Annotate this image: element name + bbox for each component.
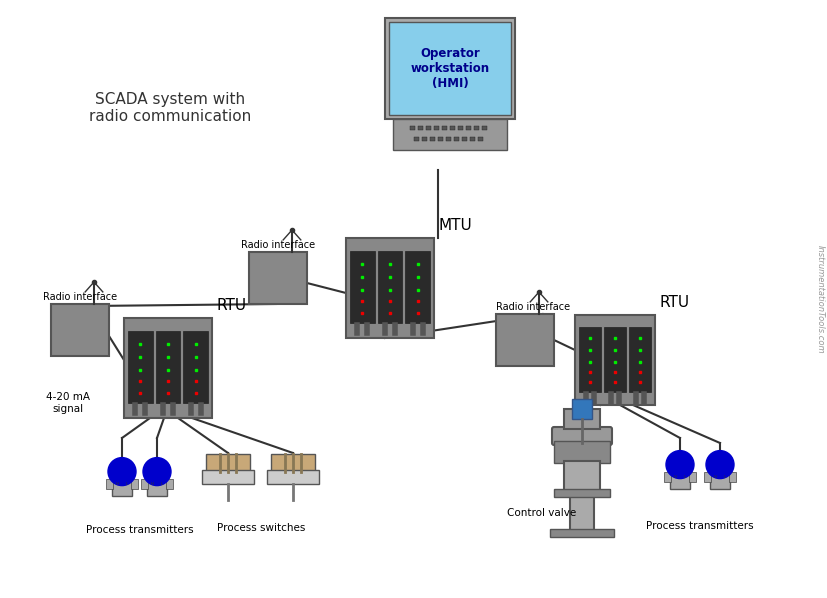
FancyBboxPatch shape (409, 126, 414, 130)
FancyBboxPatch shape (147, 474, 167, 496)
Text: MTU: MTU (438, 218, 472, 233)
FancyBboxPatch shape (112, 474, 131, 496)
Text: Process switches: Process switches (217, 523, 305, 533)
Text: 4-20 mA
signal: 4-20 mA signal (46, 392, 90, 414)
Text: Radio interface: Radio interface (43, 292, 117, 302)
FancyBboxPatch shape (563, 461, 600, 493)
Text: L: L (160, 482, 163, 486)
FancyBboxPatch shape (270, 454, 314, 472)
FancyBboxPatch shape (553, 441, 609, 463)
FancyBboxPatch shape (433, 126, 438, 130)
FancyBboxPatch shape (131, 479, 138, 489)
FancyBboxPatch shape (442, 126, 447, 130)
FancyBboxPatch shape (709, 467, 729, 489)
FancyBboxPatch shape (481, 126, 486, 130)
FancyBboxPatch shape (663, 472, 670, 482)
FancyBboxPatch shape (418, 126, 423, 130)
Text: L: L (683, 475, 686, 479)
FancyBboxPatch shape (688, 472, 696, 482)
FancyBboxPatch shape (266, 470, 318, 484)
FancyBboxPatch shape (183, 331, 208, 403)
Text: RTU: RTU (659, 295, 689, 310)
FancyBboxPatch shape (422, 137, 427, 141)
FancyBboxPatch shape (574, 315, 654, 405)
FancyBboxPatch shape (128, 331, 152, 403)
FancyBboxPatch shape (155, 331, 180, 403)
FancyBboxPatch shape (389, 22, 510, 115)
FancyBboxPatch shape (385, 18, 514, 119)
FancyBboxPatch shape (437, 137, 442, 141)
FancyBboxPatch shape (206, 454, 250, 472)
Circle shape (705, 451, 733, 478)
FancyBboxPatch shape (51, 304, 109, 356)
FancyBboxPatch shape (165, 479, 173, 489)
Text: InstrumentationTools.com: InstrumentationTools.com (815, 245, 824, 353)
Text: H: H (115, 482, 118, 486)
Circle shape (665, 451, 693, 478)
Text: SCADA system with
radio communication: SCADA system with radio communication (88, 92, 251, 124)
FancyBboxPatch shape (629, 327, 650, 392)
FancyBboxPatch shape (446, 137, 451, 141)
FancyBboxPatch shape (470, 137, 475, 141)
Text: RTU: RTU (217, 298, 246, 313)
FancyBboxPatch shape (414, 137, 418, 141)
FancyBboxPatch shape (669, 467, 689, 489)
Text: L: L (723, 475, 725, 479)
Circle shape (143, 457, 171, 486)
FancyBboxPatch shape (392, 119, 507, 150)
FancyBboxPatch shape (405, 251, 429, 323)
FancyBboxPatch shape (728, 472, 735, 482)
FancyBboxPatch shape (377, 251, 402, 323)
FancyBboxPatch shape (425, 126, 431, 130)
FancyBboxPatch shape (124, 318, 212, 418)
Text: Process transmitters: Process transmitters (645, 521, 753, 531)
FancyBboxPatch shape (495, 314, 553, 366)
FancyBboxPatch shape (429, 137, 434, 141)
FancyBboxPatch shape (703, 472, 710, 482)
FancyBboxPatch shape (453, 137, 458, 141)
Text: L: L (126, 482, 128, 486)
Text: H: H (672, 475, 676, 479)
FancyBboxPatch shape (552, 427, 611, 445)
FancyBboxPatch shape (106, 479, 112, 489)
Circle shape (108, 457, 136, 486)
FancyBboxPatch shape (457, 126, 462, 130)
Text: Operator
workstation
(HMI): Operator workstation (HMI) (410, 47, 489, 90)
FancyBboxPatch shape (141, 479, 148, 489)
Text: Radio interface: Radio interface (495, 302, 569, 312)
FancyBboxPatch shape (202, 470, 254, 484)
FancyBboxPatch shape (449, 126, 455, 130)
FancyBboxPatch shape (350, 251, 374, 323)
FancyBboxPatch shape (346, 238, 433, 338)
FancyBboxPatch shape (578, 327, 600, 392)
FancyBboxPatch shape (549, 529, 614, 537)
Text: H: H (151, 482, 153, 486)
FancyBboxPatch shape (603, 327, 625, 392)
FancyBboxPatch shape (477, 137, 482, 141)
FancyBboxPatch shape (466, 126, 471, 130)
FancyBboxPatch shape (249, 252, 307, 304)
Text: Radio interface: Radio interface (241, 240, 315, 250)
FancyBboxPatch shape (563, 409, 600, 429)
FancyBboxPatch shape (571, 399, 591, 419)
FancyBboxPatch shape (553, 489, 609, 497)
FancyBboxPatch shape (461, 137, 466, 141)
FancyBboxPatch shape (569, 495, 593, 533)
Text: H: H (713, 475, 715, 479)
FancyBboxPatch shape (473, 126, 479, 130)
Text: Process transmitters: Process transmitters (86, 525, 194, 535)
Text: Control valve: Control valve (507, 508, 576, 518)
